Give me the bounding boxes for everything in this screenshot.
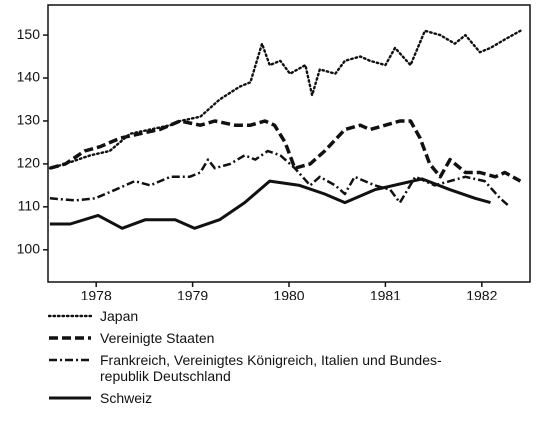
- legend-item: Vereinigte Staaten: [48, 330, 528, 346]
- y-tick-label: 150: [17, 26, 41, 42]
- y-tick-label: 140: [17, 69, 41, 85]
- legend-swatch: [49, 396, 91, 400]
- y-tick-label: 120: [17, 155, 41, 171]
- x-tick-label: 1981: [370, 288, 401, 300]
- legend-item: Japan: [48, 308, 528, 324]
- legend-item: Frankreich, Vereinigtes Königreich, Ital…: [48, 352, 528, 384]
- legend-swatch: [48, 314, 92, 318]
- x-tick-label: 1979: [177, 288, 208, 300]
- y-tick-label: 110: [18, 198, 41, 214]
- legend-label: Frankreich, Vereinigtes Königreich, Ital…: [100, 352, 442, 384]
- series-line: [49, 119, 522, 183]
- legend: Japan Vereinigte Staaten Frankreich, Verei…: [48, 308, 528, 412]
- series-line: [48, 29, 522, 170]
- x-tick-label: 1978: [81, 288, 112, 300]
- legend-item: Schweiz: [48, 390, 528, 406]
- legend-label: Schweiz: [100, 390, 153, 406]
- series-line: [49, 149, 511, 208]
- x-tick-label: 1980: [273, 288, 304, 300]
- legend-label: Japan: [100, 308, 139, 324]
- legend-label: Vereinigte Staaten: [100, 330, 215, 346]
- y-tick-label: 130: [17, 112, 41, 128]
- chart: 100 110 120 130 140 150 1978 1979 1980 1981 1982: [17, 4, 531, 304]
- series-line: [49, 177, 491, 230]
- legend-swatch: [49, 336, 91, 340]
- x-tick-label: 1982: [466, 288, 497, 300]
- legend-swatch: [49, 358, 91, 362]
- y-tick-label: 100: [17, 240, 41, 256]
- plot-frame: [47, 4, 531, 283]
